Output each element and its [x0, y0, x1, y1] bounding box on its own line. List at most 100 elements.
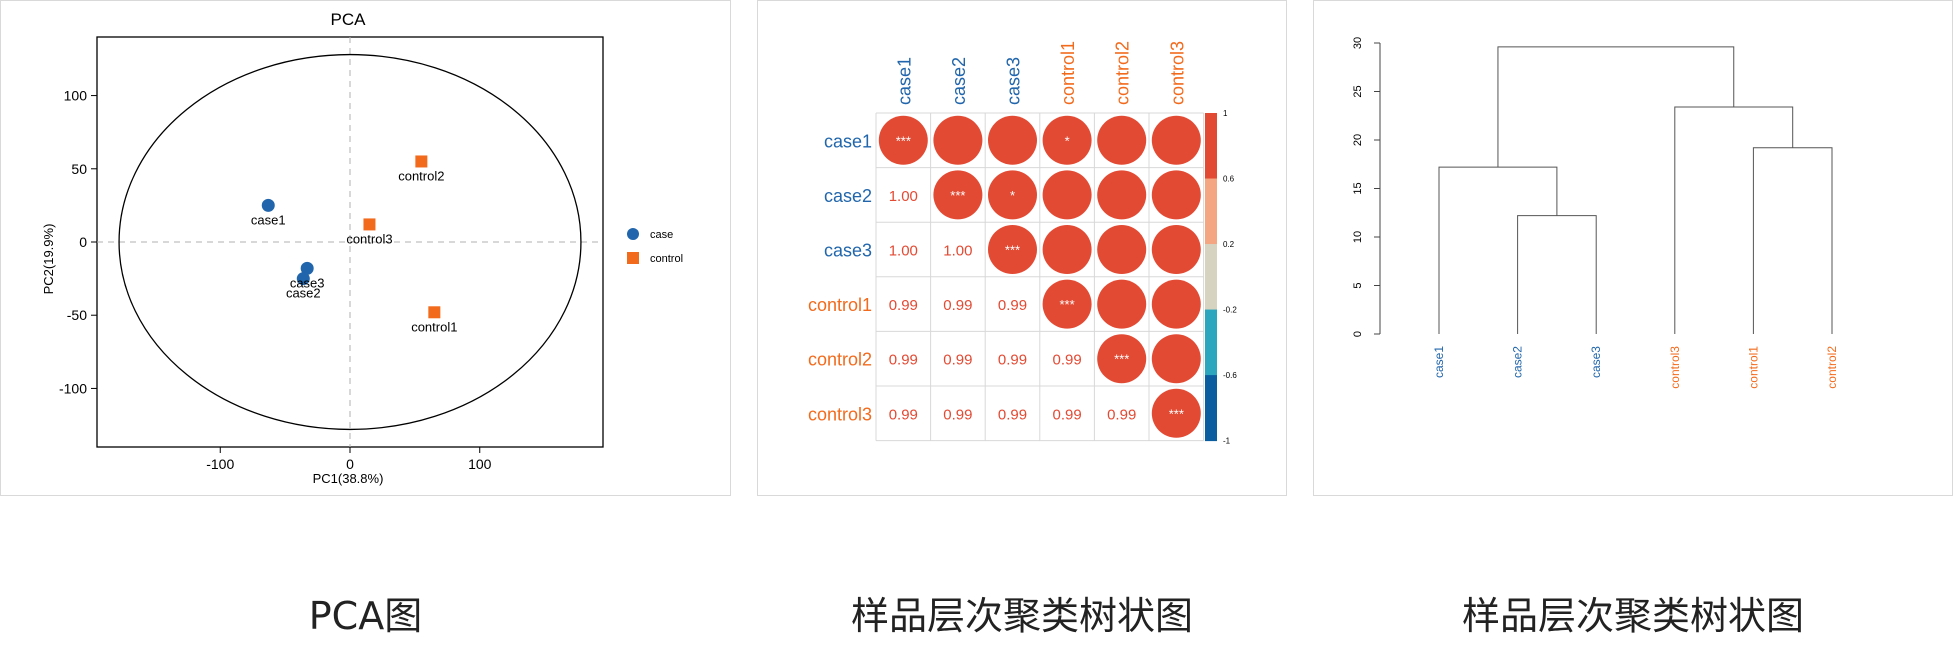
- pca-ytick-label: 50: [71, 161, 87, 177]
- colorbar-segment: [1205, 375, 1217, 442]
- corr-circle: [988, 115, 1037, 165]
- pca-ytick-label: -50: [67, 307, 87, 323]
- corr-circle: [1097, 225, 1147, 274]
- corr-significance: *: [1010, 188, 1015, 203]
- corr-significance: ***: [896, 133, 911, 148]
- corr-col-label-case1: case1: [894, 57, 914, 105]
- corr-significance: ***: [950, 188, 965, 203]
- corr-circle: [1097, 170, 1147, 220]
- pca-point-label-control2: control2: [398, 168, 444, 183]
- pca-point-control3: [363, 218, 376, 231]
- corr-col-label-control3: control3: [1167, 41, 1187, 105]
- corr-circle: [1042, 115, 1092, 165]
- corr-value: 0.99: [943, 297, 972, 314]
- corr-row-label-case1: case1: [824, 131, 872, 151]
- corr-circle: [1151, 115, 1201, 165]
- corr-circle: [933, 170, 983, 220]
- corr-col-label-case2: case2: [949, 57, 969, 105]
- colorbar-segment: [1205, 113, 1217, 180]
- pca-point-label-case3: case3: [290, 275, 325, 290]
- dendro-branch: [1438, 166, 1558, 334]
- corr-row-label-control3: control3: [808, 404, 872, 424]
- corr-value: 0.99: [943, 352, 972, 369]
- legend-marker-case: [627, 228, 639, 240]
- colorbar-segment: [1205, 178, 1217, 245]
- colorbar-tick-label: 0.2: [1223, 240, 1235, 249]
- corr-circle: [1151, 225, 1201, 274]
- caption-correlation: 样品层次聚类树状图: [850, 594, 1193, 638]
- pca-ytick-label: 0: [79, 234, 87, 250]
- pca-ytick-label: 100: [64, 88, 88, 104]
- pca-xlabel: PC1(38.8%): [313, 471, 384, 486]
- dendro-leaf-label-case3: case3: [1589, 346, 1603, 378]
- pca-legend: case control: [627, 228, 683, 265]
- dendro-ytick-label: 20: [1352, 134, 1364, 146]
- legend-label-case: case: [650, 229, 673, 241]
- corr-circle: [933, 115, 983, 165]
- dendrogram-chart: 0 5 10 15 20 25 30 case1 case2 case3 control3 contr…: [1352, 37, 1839, 389]
- pca-ylabel: PC2(19.9%): [41, 224, 56, 295]
- corr-circle: [1151, 279, 1201, 329]
- dendro-leaf-label-control1: control1: [1746, 346, 1760, 389]
- pca-title: PCA: [331, 10, 367, 29]
- colorbar-segment: [1205, 244, 1217, 311]
- dendro-ytick-label: 0: [1352, 331, 1364, 337]
- corr-circle: [1042, 170, 1092, 220]
- pca-point-case1: [261, 198, 275, 212]
- pca-xtick-label: 0: [346, 456, 354, 472]
- dendro-branch: [1674, 106, 1794, 334]
- dendro-leaf-label-case1: case1: [1432, 346, 1446, 378]
- corr-value: 0.99: [1107, 406, 1136, 423]
- pca-point-label-control1: control1: [411, 319, 457, 334]
- pca-chart: PCA PC1(38.8%) PC2(19.9%) case control -…: [41, 10, 683, 486]
- corr-value: 0.99: [889, 297, 918, 314]
- corr-significance: *: [1065, 133, 1070, 148]
- corr-circle: [1151, 388, 1201, 438]
- corr-row-label-control2: control2: [808, 350, 872, 370]
- pca-xtick-label: -100: [206, 456, 234, 472]
- corr-value: 0.99: [998, 297, 1027, 314]
- dendro-ytick-label: 10: [1352, 231, 1364, 243]
- corr-significance: ***: [1005, 243, 1020, 258]
- dendro-ytick-label: 5: [1352, 282, 1364, 288]
- dendro-ytick-label: 25: [1352, 85, 1364, 97]
- correlation-panel: case1 case1 case2 case2 case3 case3 control1 co…: [757, 0, 1287, 496]
- pca-point-case2: [296, 272, 310, 286]
- corr-value: 1.00: [889, 188, 918, 205]
- pca-confidence-ellipse: [118, 53, 582, 431]
- dendro-leaf-label-case2: case2: [1511, 346, 1525, 378]
- colorbar-tick-label: 1: [1223, 109, 1228, 118]
- colorbar-segment: [1205, 309, 1217, 376]
- corr-value: 1.00: [943, 243, 972, 260]
- corr-value: 0.99: [998, 352, 1027, 369]
- pca-panel: PCA PC1(38.8%) PC2(19.9%) case control -…: [0, 0, 731, 496]
- dendro-branch: [1497, 46, 1735, 168]
- dendro-ytick-label: 30: [1352, 37, 1364, 49]
- corr-circle: [878, 115, 928, 165]
- dendro-leaf-label-control2: control2: [1825, 346, 1839, 389]
- dendro-leaf-label-control3: control3: [1668, 346, 1682, 389]
- pca-point-label-control3: control3: [346, 231, 392, 246]
- pca-xtick-label: 100: [468, 456, 492, 472]
- corr-value: 0.99: [1052, 406, 1081, 423]
- pca-point-control2: [415, 155, 428, 168]
- corr-circle: [1042, 225, 1092, 274]
- corr-circle: [1097, 334, 1147, 384]
- corr-value: 0.99: [1052, 352, 1081, 369]
- corr-row-label-control1: control1: [808, 295, 872, 315]
- pca-point-label-case1: case1: [251, 212, 286, 227]
- dendro-ytick-label: 15: [1352, 182, 1364, 194]
- corr-col-label-case3: case3: [1004, 57, 1024, 105]
- legend-marker-control: [627, 252, 639, 264]
- caption-pca: PCA图: [308, 594, 423, 638]
- corr-circle: [988, 170, 1037, 220]
- corr-circle: [1097, 115, 1147, 165]
- pca-point-label-case2: case2: [286, 286, 321, 301]
- pca-point-control1: [428, 306, 441, 319]
- dendro-branch: [1517, 215, 1597, 334]
- corr-circle: [1097, 279, 1147, 329]
- colorbar-tick-label: -1: [1223, 437, 1231, 446]
- corr-row-label-case3: case3: [824, 241, 872, 261]
- legend-label-control: control: [650, 253, 683, 265]
- corr-row-label-case2: case2: [824, 186, 872, 206]
